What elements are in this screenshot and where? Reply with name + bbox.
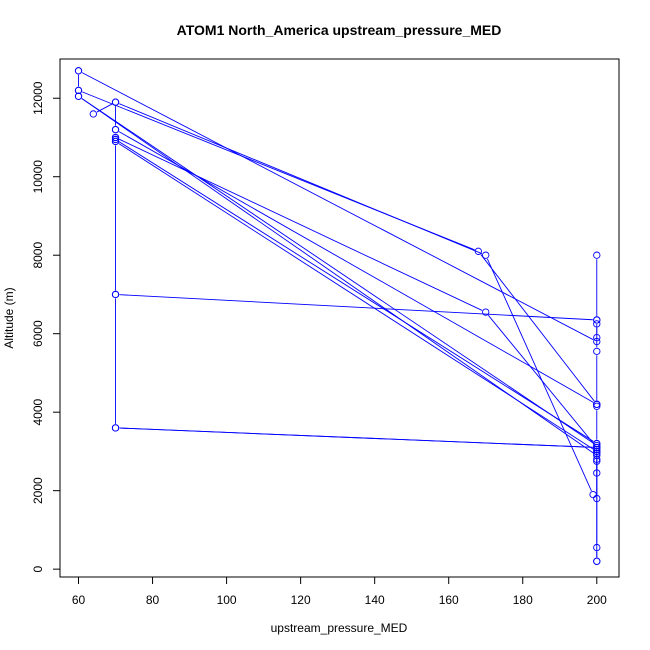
data-point xyxy=(593,316,601,324)
data-point xyxy=(74,92,83,100)
data-point xyxy=(74,86,83,95)
y-tick-label: 8000 xyxy=(31,242,45,269)
series xyxy=(74,86,601,408)
series-layer xyxy=(74,67,601,565)
data-point xyxy=(593,347,601,356)
series-segment xyxy=(81,98,594,444)
data-point xyxy=(111,133,120,142)
x-tick-label: 140 xyxy=(365,593,385,607)
y-tick-label: 6000 xyxy=(31,320,45,347)
data-point xyxy=(111,424,120,432)
series-segment xyxy=(119,103,483,255)
series xyxy=(111,137,601,456)
data-point xyxy=(111,98,120,106)
data-point xyxy=(593,402,601,410)
data-point xyxy=(593,451,601,459)
series-segment xyxy=(81,72,594,341)
x-tick-label: 60 xyxy=(72,593,86,607)
x-axis-label: upstream_pressure_MED xyxy=(271,621,408,635)
data-point xyxy=(593,251,601,259)
data-point xyxy=(482,308,490,316)
data-point xyxy=(74,67,83,75)
series xyxy=(111,424,601,454)
series xyxy=(111,290,601,408)
series-segment xyxy=(118,138,483,311)
data-point xyxy=(589,490,597,499)
series xyxy=(111,133,601,565)
series-segment xyxy=(480,254,595,402)
series-segment xyxy=(119,294,593,321)
x-tick-label: 100 xyxy=(217,593,237,607)
series xyxy=(74,67,601,346)
plot-frame xyxy=(59,58,620,578)
data-point xyxy=(111,135,120,144)
y-tick-label: 4000 xyxy=(31,399,45,426)
x-tick-label: 80 xyxy=(146,593,160,607)
y-axis-label: Altitude (m) xyxy=(2,287,16,348)
data-point xyxy=(111,125,120,134)
data-point xyxy=(482,251,490,259)
y-tick-label: 12000 xyxy=(31,81,45,115)
data-point xyxy=(89,110,97,118)
x-tick-label: 180 xyxy=(513,593,533,607)
series xyxy=(111,135,601,448)
series-segment xyxy=(118,141,594,442)
series xyxy=(111,98,601,465)
y-tick-label: 2000 xyxy=(31,477,45,504)
data-point xyxy=(593,400,601,408)
data-point xyxy=(593,443,601,452)
data-point xyxy=(593,439,601,448)
y-tick-label: 0 xyxy=(31,565,45,572)
x-tick-label: 120 xyxy=(291,593,311,607)
data-point xyxy=(111,137,120,146)
y-tick-label: 10000 xyxy=(31,160,45,194)
x-tick-label: 200 xyxy=(587,593,607,607)
x-axis: 60 80 100 120 140 160 180 200 xyxy=(72,576,607,607)
data-point xyxy=(593,447,601,456)
x-tick-label: 160 xyxy=(439,593,459,607)
data-point xyxy=(593,557,601,565)
series-segment xyxy=(119,427,593,448)
series-segment xyxy=(486,258,592,492)
chart-title: ATOM1 North_America upstream_pressure_ME… xyxy=(177,22,502,38)
y-axis: 0 2000 4000 6000 8000 10000 12000 xyxy=(31,81,61,572)
series-segment xyxy=(118,143,594,450)
series xyxy=(74,67,601,477)
series-segment xyxy=(487,314,595,445)
data-point xyxy=(111,290,120,299)
